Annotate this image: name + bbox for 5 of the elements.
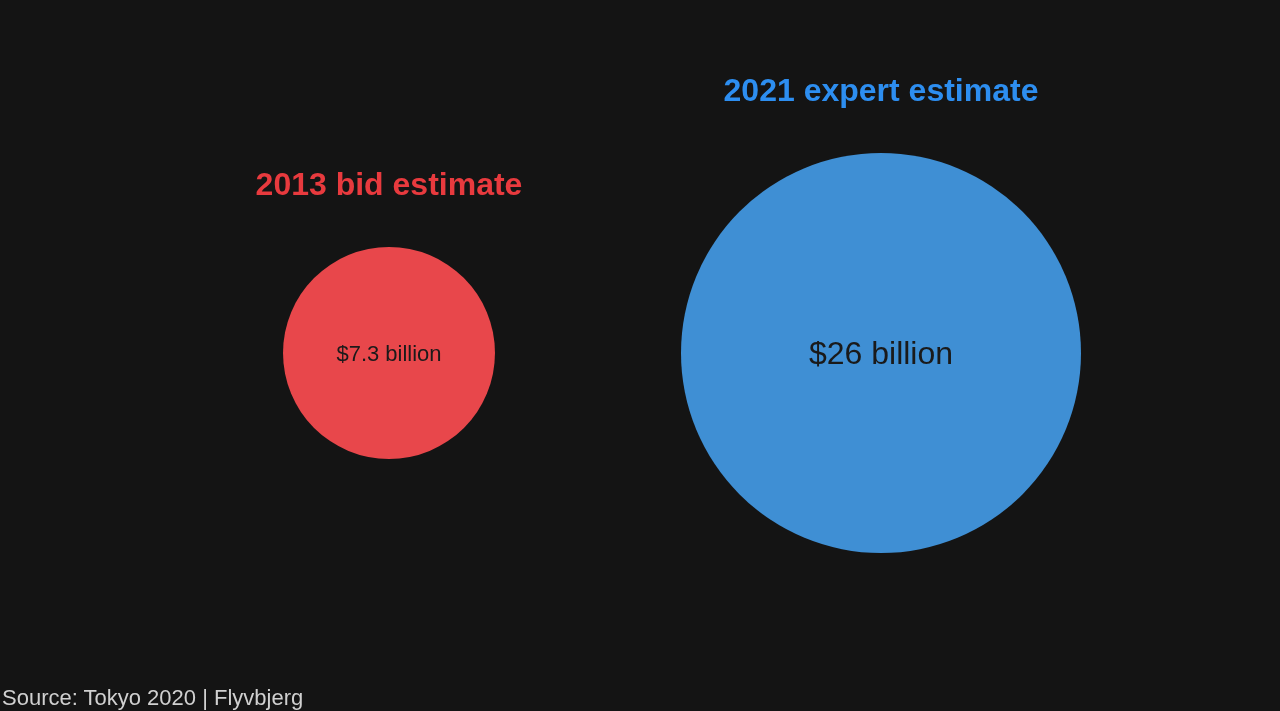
data-label: $26 billion bbox=[808, 335, 954, 372]
category-label: 2013 bid estimate bbox=[255, 166, 523, 203]
source-note: Source: Tokyo 2020 | Flyvbjerg bbox=[2, 685, 304, 710]
category-label: 2021 expert estimate bbox=[723, 72, 1039, 108]
data-label: $7.3 billion bbox=[336, 340, 442, 366]
